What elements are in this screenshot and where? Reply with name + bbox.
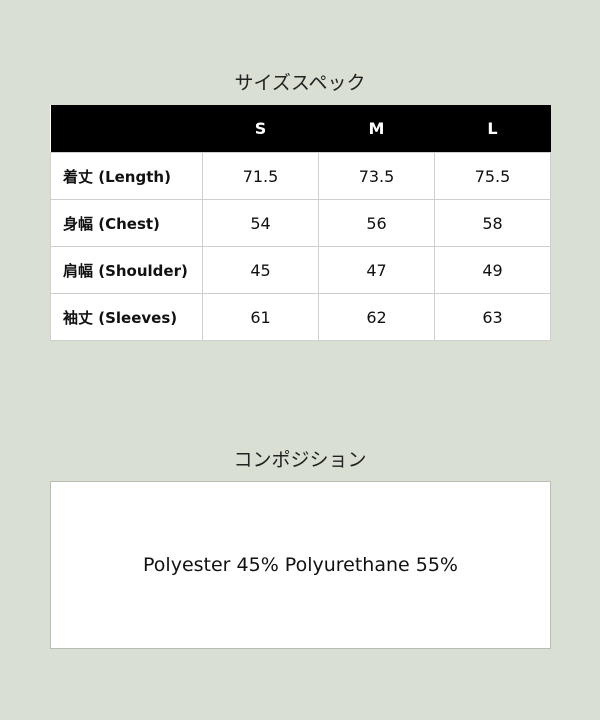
header-m: M [318,105,435,153]
table-row: 袖丈 (Sleeves) 61 62 63 [50,293,551,341]
cell: 45 [202,246,319,294]
cell: 71.5 [202,152,319,200]
composition-box: Polyester 45% Polyurethane 55% [50,481,551,649]
cell: 62 [318,293,435,341]
cell: 54 [202,199,319,247]
header-s: S [202,105,319,153]
header-empty [50,105,203,153]
cell: 63 [434,293,551,341]
row-label: 肩幅 (Shoulder) [50,246,203,294]
row-label: 袖丈 (Sleeves) [50,293,203,341]
row-label: 着丈 (Length) [50,152,203,200]
size-spec-title: サイズスペック [234,72,366,94]
cell: 73.5 [318,152,435,200]
cell: 58 [434,199,551,247]
composition-text: Polyester 45% Polyurethane 55% [143,554,458,576]
cell: 47 [318,246,435,294]
cell: 75.5 [434,152,551,200]
composition-title: コンポジション [233,449,367,471]
size-table: S M L 着丈 (Length) 71.5 73.5 75.5 身幅 (Chest)… [50,105,551,341]
table-header: S M L [50,105,551,153]
cell: 56 [318,199,435,247]
row-label: 身幅 (Chest) [50,199,203,247]
cell: 49 [434,246,551,294]
table-row: 身幅 (Chest) 54 56 58 [50,199,551,247]
header-l: L [434,105,551,153]
cell: 61 [202,293,319,341]
table-row: 肩幅 (Shoulder) 45 47 49 [50,246,551,294]
table-row: 着丈 (Length) 71.5 73.5 75.5 [50,152,551,200]
